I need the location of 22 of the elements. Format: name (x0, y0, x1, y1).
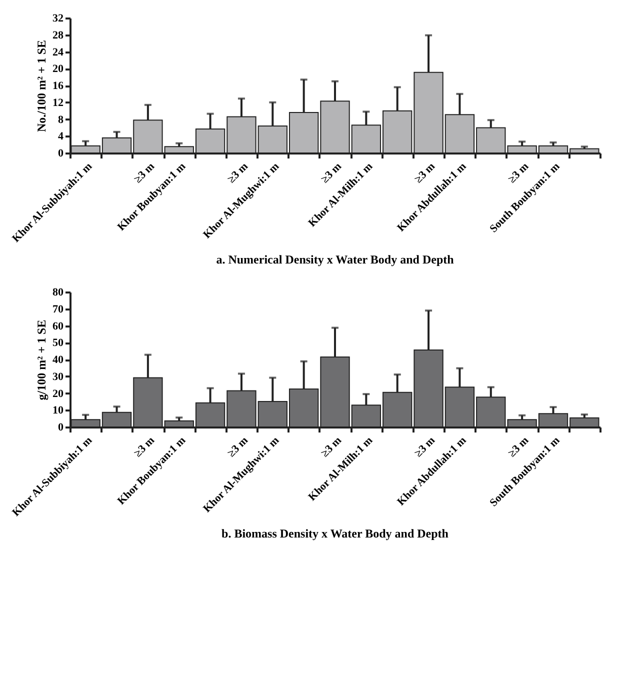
y-tick-label: 50 (52, 337, 64, 350)
y-tick-label: 32 (52, 12, 64, 24)
y-tick-label: 80 (52, 286, 64, 298)
y-tick-label: 30 (52, 370, 64, 383)
y-axis-title: g/100 m² + 1 SE (34, 320, 48, 400)
y-tick-label: 4 (58, 130, 64, 143)
y-tick-label: 0 (58, 422, 64, 434)
y-tick-label: 0 (58, 148, 64, 160)
y-tick-label: 20 (52, 388, 64, 400)
y-tick-label: 16 (52, 80, 64, 92)
y-tick-label: 10 (52, 404, 64, 417)
y-axis-title: No./100 m² + 1 SE (34, 40, 48, 132)
y-tick-label: 8 (58, 114, 64, 126)
y-tick-label: 40 (52, 354, 64, 366)
y-tick-label: 28 (52, 29, 64, 42)
y-tick-label: 24 (52, 46, 64, 58)
y-tick-label: 20 (52, 63, 64, 76)
y-tick-label: 60 (52, 320, 64, 332)
text: b. Biomass Density x Water Body and Depth (222, 526, 449, 540)
text: a. Numerical Density x Water Body and Depth (216, 252, 454, 266)
y-tick-label: 70 (52, 303, 64, 316)
y-tick-label: 12 (52, 96, 64, 109)
